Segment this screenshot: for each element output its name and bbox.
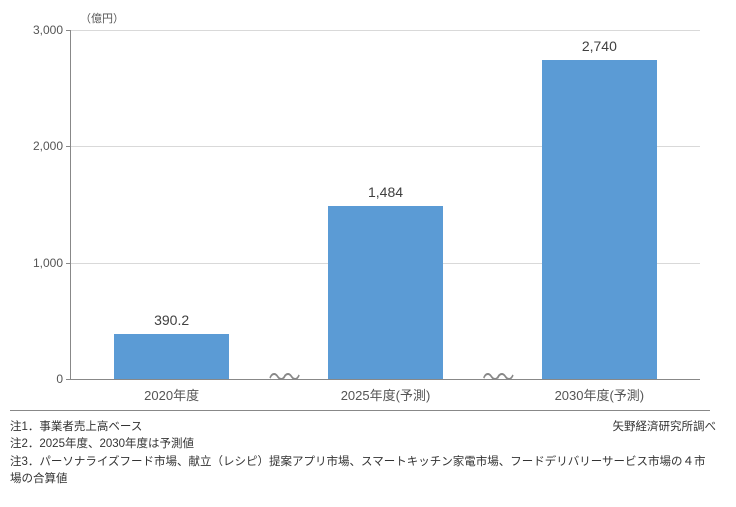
x-tick-label: 2020年度 [144, 385, 199, 404]
gridline [71, 30, 700, 31]
y-tick-label: 2,000 [33, 139, 63, 153]
y-axis-unit: （億円） [80, 10, 124, 26]
bar: 1,484 [328, 206, 443, 379]
y-tick-mark [66, 263, 71, 264]
y-tick-mark [66, 379, 71, 380]
chart-footer: 矢野経済研究所調べ 注1．事業者売上高ベース 注2．2025年度、2030年度は… [10, 419, 726, 488]
bar: 390.2 [114, 334, 229, 379]
axis-break-icon: 〜〜 [482, 358, 510, 394]
note-1: 注1．事業者売上高ベース [10, 419, 710, 436]
x-tick-label: 2030年度(予測) [555, 385, 645, 404]
plot-area: 01,0002,0003,000390.22020年度1,4842025年度(予… [70, 30, 700, 380]
bar: 2,740 [542, 60, 657, 379]
x-tick-label: 2025年度(予測) [341, 385, 431, 404]
y-tick-mark [66, 30, 71, 31]
source-credit: 矢野経済研究所調べ [613, 419, 717, 436]
y-tick-mark [66, 146, 71, 147]
y-tick-label: 0 [56, 372, 63, 386]
bar-value-label: 390.2 [154, 312, 189, 328]
bar-value-label: 1,484 [368, 184, 403, 200]
axis-break-icon: 〜〜 [269, 358, 297, 394]
y-tick-label: 3,000 [33, 23, 63, 37]
bar-value-label: 2,740 [582, 38, 617, 54]
y-tick-label: 1,000 [33, 256, 63, 270]
note-2: 注2．2025年度、2030年度は予測値 [10, 436, 710, 453]
note-3: 注3．パーソナライズフード市場、献立（レシピ）提案アプリ市場、スマートキッチン家… [10, 454, 710, 489]
bar-chart: （億円） 01,0002,0003,000390.22020年度1,484202… [10, 10, 710, 411]
